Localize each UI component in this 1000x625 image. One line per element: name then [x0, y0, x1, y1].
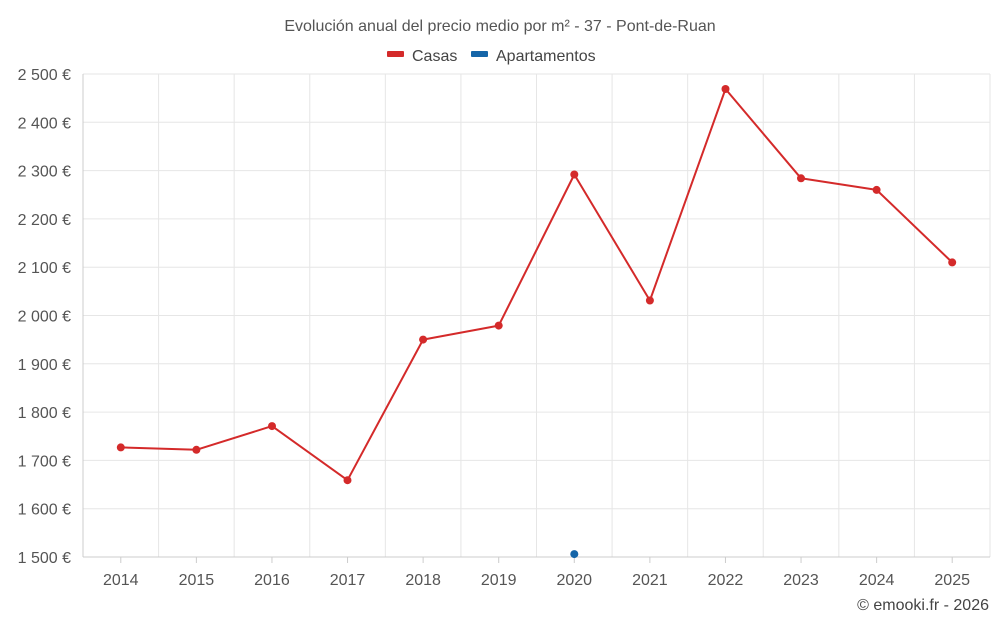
- series: [116, 85, 957, 559]
- data-point-casas[interactable]: [343, 476, 352, 485]
- y-tick-label: 1 600 €: [18, 502, 71, 519]
- data-point-casas[interactable]: [116, 443, 125, 452]
- series-line-casas: [120, 88, 953, 482]
- grid: [83, 73, 991, 557]
- y-tick-label: 1 900 €: [18, 357, 71, 374]
- data-point-casas[interactable]: [419, 335, 428, 344]
- x-tick-label: 2021: [632, 572, 668, 589]
- x-tick-label: 2023: [783, 572, 819, 589]
- x-tick-label: 2017: [330, 572, 366, 589]
- x-axis: 2014 2015 2016 2017 2018 2019 2020 2021 2022 2023…: [83, 556, 990, 589]
- data-point-casas[interactable]: [192, 445, 201, 454]
- legend-swatch-casas: [387, 51, 404, 57]
- legend-item-apartamentos[interactable]: Apartamentos: [471, 48, 596, 65]
- x-tick-label: 2016: [254, 572, 290, 589]
- legend-swatch-apartamentos: [471, 51, 488, 57]
- data-point-casas[interactable]: [570, 170, 579, 179]
- x-tick-label: 2020: [556, 572, 592, 589]
- x-tick-label: 2014: [103, 572, 139, 589]
- y-axis: 1 500 € 1 600 € 1 700 € 1 800 € 1 900 € 2 000…: [18, 67, 84, 567]
- legend-item-casas[interactable]: Casas: [387, 48, 457, 65]
- data-point-casas[interactable]: [948, 258, 957, 267]
- data-point-apartamentos[interactable]: [570, 550, 579, 559]
- y-tick-label: 1 500 €: [18, 550, 71, 567]
- y-tick-label: 2 200 €: [18, 212, 71, 229]
- x-tick-label: 2019: [481, 572, 517, 589]
- data-point-casas[interactable]: [797, 174, 805, 183]
- x-tick-label: 2025: [934, 572, 970, 589]
- data-point-casas[interactable]: [721, 85, 730, 93]
- y-tick-label: 2 100 €: [18, 260, 71, 277]
- x-tick-label: 2024: [859, 572, 895, 589]
- y-tick-label: 2 400 €: [18, 115, 71, 132]
- x-tick-label: 2018: [405, 572, 441, 589]
- legend-label-casas: Casas: [412, 48, 457, 65]
- x-tick-label: 2015: [179, 572, 215, 589]
- x-tick-label: 2022: [708, 572, 744, 589]
- y-tick-label: 1 700 €: [18, 453, 71, 470]
- data-point-casas[interactable]: [872, 185, 881, 194]
- y-tick-label: 1 800 €: [18, 405, 71, 422]
- y-tick-label: 2 500 €: [18, 67, 71, 84]
- chart-title: Evolución anual del precio medio por m² …: [284, 18, 715, 35]
- y-tick-label: 2 000 €: [18, 309, 71, 326]
- legend[interactable]: Casas Apartamentos: [387, 48, 596, 65]
- data-point-casas[interactable]: [268, 422, 276, 431]
- data-point-casas[interactable]: [645, 296, 654, 305]
- data-point-casas[interactable]: [494, 321, 503, 330]
- legend-label-apartamentos: Apartamentos: [496, 48, 596, 65]
- credit-text: © emooki.fr - 2026: [857, 597, 989, 614]
- y-tick-label: 2 300 €: [18, 164, 71, 181]
